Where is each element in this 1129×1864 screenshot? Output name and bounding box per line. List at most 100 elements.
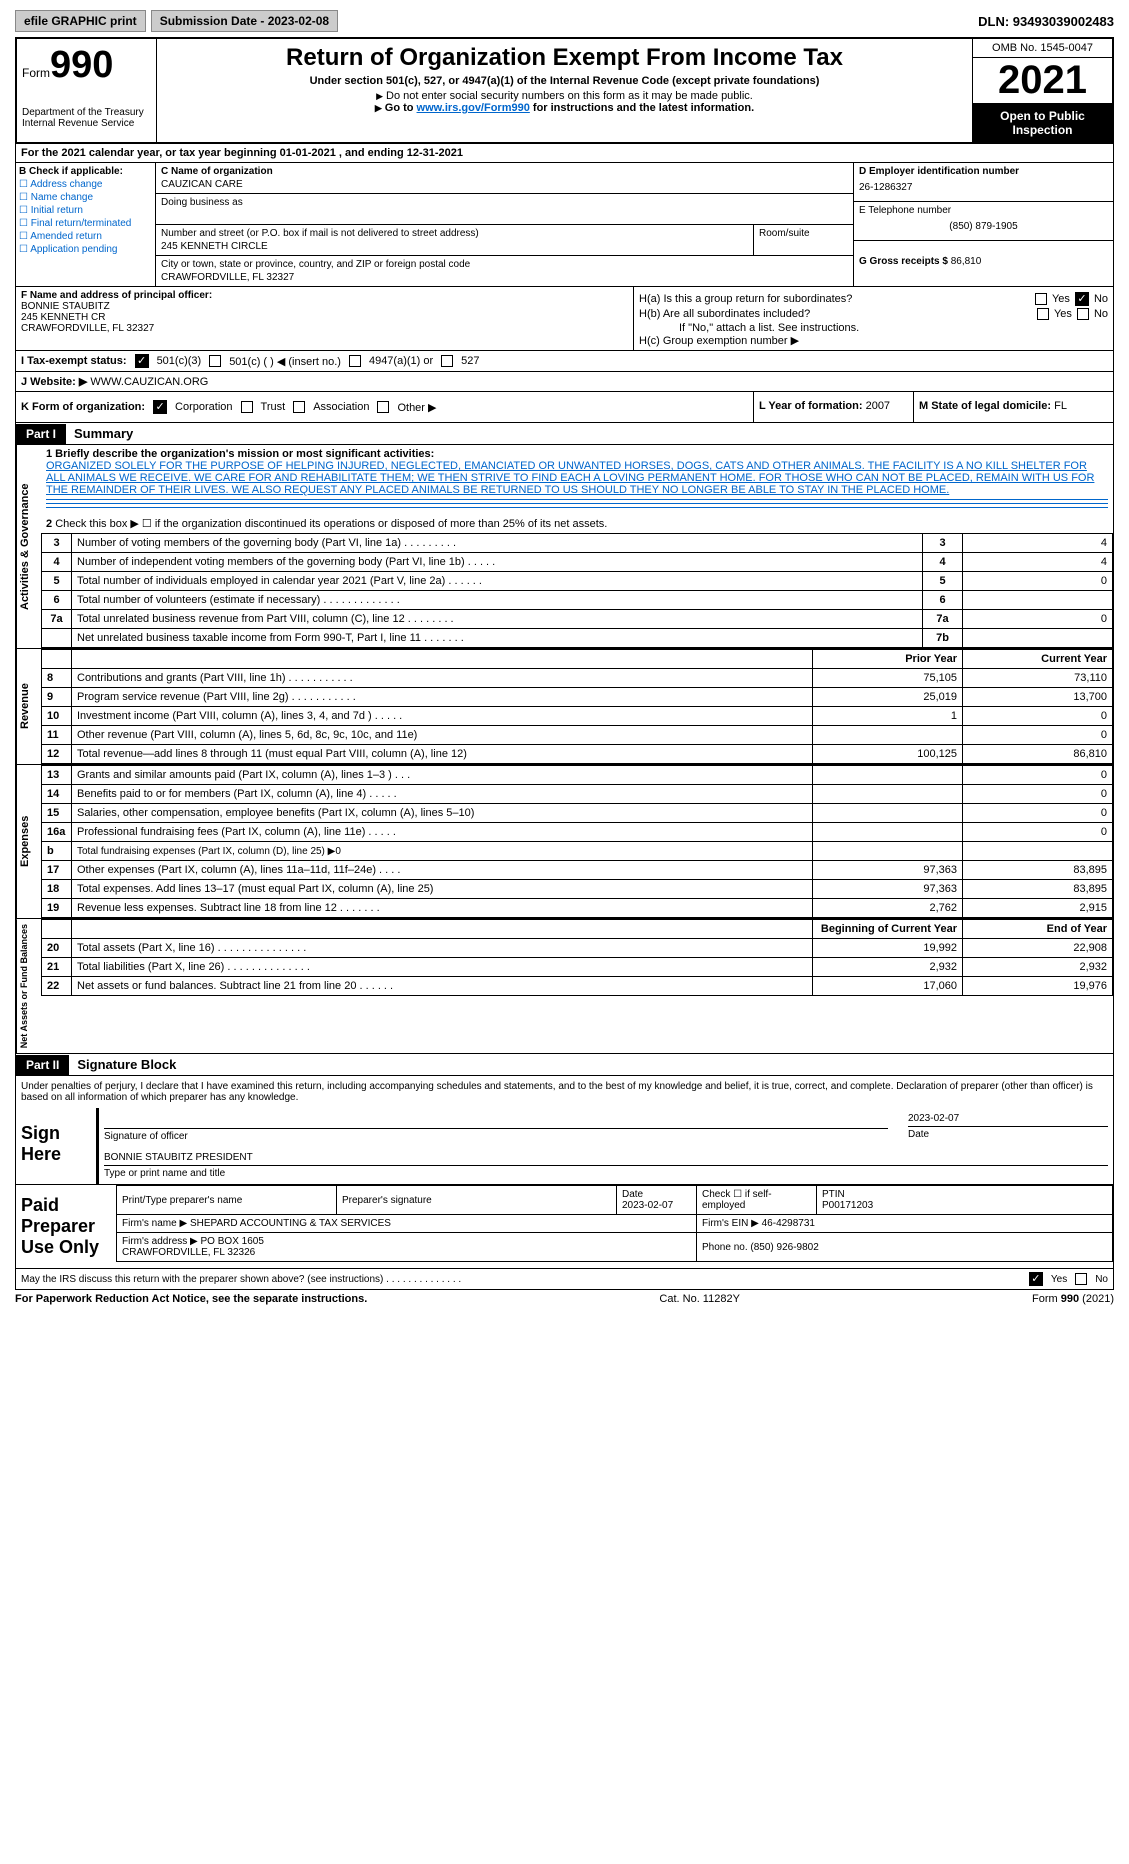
table-row: 3Number of voting members of the governi…	[42, 534, 1113, 553]
cb-trust[interactable]	[241, 401, 253, 413]
preparer-section: Paid Preparer Use Only Print/Type prepar…	[16, 1184, 1113, 1268]
header-middle: Return of Organization Exempt From Incom…	[157, 39, 972, 142]
discuss-question: May the IRS discuss this return with the…	[21, 1274, 1021, 1285]
header-right: OMB No. 1545-0047 2021 Open to Public In…	[972, 39, 1112, 142]
section-k-l-m: K Form of organization: ✓Corporation Tru…	[15, 392, 1114, 423]
period-row: For the 2021 calendar year, or tax year …	[15, 144, 1114, 163]
line2: Check this box ▶ ☐ if the organization d…	[55, 518, 607, 530]
table-row: 14Benefits paid to or for members (Part …	[42, 785, 1113, 804]
expenses-table: 13Grants and similar amounts paid (Part …	[41, 765, 1113, 918]
table-row: 17Other expenses (Part IX, column (A), l…	[42, 861, 1113, 880]
header-left: Form990 Department of the Treasury Inter…	[17, 39, 157, 142]
officer-name: BONNIE STAUBITZ	[21, 301, 628, 312]
cb-other[interactable]	[377, 401, 389, 413]
open-public-badge: Open to Public Inspection	[973, 104, 1112, 142]
table-row: 6Total number of volunteers (estimate if…	[42, 591, 1113, 610]
footer-left: For Paperwork Reduction Act Notice, see …	[15, 1293, 367, 1305]
section-i: I Tax-exempt status: ✓501(c)(3) 501(c) (…	[15, 351, 1114, 372]
table-row: 13Grants and similar amounts paid (Part …	[42, 766, 1113, 785]
preparer-table: Print/Type preparer's name Preparer's si…	[116, 1185, 1113, 1262]
cb-4947[interactable]	[349, 355, 361, 367]
sig-date-label: Date	[908, 1129, 1108, 1140]
vtab-governance: Activities & Governance	[16, 445, 41, 648]
table-row: 5Total number of individuals employed in…	[42, 572, 1113, 591]
cb-corp[interactable]: ✓	[153, 400, 167, 414]
cb-501c[interactable]	[209, 355, 221, 367]
ha-yes-cb[interactable]	[1035, 293, 1047, 305]
table-row: 10Investment income (Part VIII, column (…	[42, 707, 1113, 726]
ha-label: H(a) Is this a group return for subordin…	[639, 293, 1030, 305]
city-label: City or town, state or province, country…	[161, 259, 848, 270]
section-b-title: B Check if applicable:	[19, 166, 152, 177]
part1-title: Summary	[66, 423, 141, 444]
instruction-1: Do not enter social security numbers on …	[162, 90, 967, 102]
efile-button[interactable]: efile GRAPHIC print	[15, 10, 146, 32]
table-row: 4Number of independent voting members of…	[42, 553, 1113, 572]
cb-app-pending[interactable]: ☐ Application pending	[19, 244, 152, 255]
table-row: Net unrelated business taxable income fr…	[42, 629, 1113, 648]
tax-status-label: I Tax-exempt status:	[21, 355, 127, 367]
tax-year: 2021	[973, 58, 1112, 104]
table-row: 22Net assets or fund balances. Subtract …	[42, 977, 1113, 996]
sig-name: BONNIE STAUBITZ PRESIDENT	[104, 1152, 1108, 1163]
section-f-h: F Name and address of principal officer:…	[15, 287, 1114, 351]
street-label: Number and street (or P.O. box if mail i…	[161, 228, 748, 239]
cb-amended[interactable]: ☐ Amended return	[19, 231, 152, 242]
hb-no-cb[interactable]	[1077, 308, 1089, 320]
footer-right: Form 990 (2021)	[1032, 1293, 1114, 1305]
vtab-netassets: Net Assets or Fund Balances	[16, 919, 41, 1053]
street-value: 245 KENNETH CIRCLE	[161, 241, 748, 252]
officer-city: CRAWFORDVILLE, FL 32327	[21, 323, 628, 334]
hc-label: H(c) Group exemption number ▶	[639, 334, 1108, 347]
irs-link[interactable]: www.irs.gov/Form990	[417, 102, 530, 114]
table-row: 12Total revenue—add lines 8 through 11 (…	[42, 745, 1113, 764]
cb-final-return[interactable]: ☐ Final return/terminated	[19, 218, 152, 229]
netassets-table: Beginning of Current YearEnd of Year 20T…	[41, 919, 1113, 996]
department-label: Department of the Treasury Internal Reve…	[22, 107, 151, 129]
main-info-grid: B Check if applicable: ☐ Address change …	[15, 163, 1114, 287]
revenue-section: Revenue Prior YearCurrent Year 8Contribu…	[15, 649, 1114, 765]
omb-number: OMB No. 1545-0047	[973, 39, 1112, 58]
section-b: B Check if applicable: ☐ Address change …	[16, 163, 156, 286]
mission-label: 1 Briefly describe the organization's mi…	[46, 448, 1108, 460]
mission-text: ORGANIZED SOLELY FOR THE PURPOSE OF HELP…	[46, 460, 1108, 496]
discuss-no-cb[interactable]	[1075, 1273, 1087, 1285]
year-formation-value: 2007	[866, 400, 890, 412]
ein-label: D Employer identification number	[859, 166, 1108, 177]
form-header: Form990 Department of the Treasury Inter…	[15, 37, 1114, 144]
org-name-label: C Name of organization	[161, 166, 848, 177]
instruction-2: Go to www.irs.gov/Form990 for instructio…	[162, 102, 967, 114]
part1-header: Part I Summary	[15, 423, 1114, 445]
governance-table: 3Number of voting members of the governi…	[41, 533, 1113, 648]
cb-assoc[interactable]	[293, 401, 305, 413]
form-title: Return of Organization Exempt From Incom…	[162, 44, 967, 72]
cb-address-change[interactable]: ☐ Address change	[19, 179, 152, 190]
table-row: 21Total liabilities (Part X, line 26) . …	[42, 958, 1113, 977]
website-value: WWW.CAUZICAN.ORG	[90, 376, 208, 388]
domicile-value: FL	[1054, 400, 1067, 412]
vtab-revenue: Revenue	[16, 649, 41, 764]
room-label: Room/suite	[759, 228, 848, 239]
penalty-statement: Under penalties of perjury, I declare th…	[16, 1076, 1113, 1108]
city-value: CRAWFORDVILLE, FL 32327	[161, 272, 848, 283]
signature-block: Under penalties of perjury, I declare th…	[15, 1076, 1114, 1290]
preparer-label: Paid Preparer Use Only	[16, 1185, 116, 1268]
discuss-yes-cb[interactable]: ✓	[1029, 1272, 1043, 1286]
domicile-label: M State of legal domicile:	[919, 400, 1051, 412]
section-d-e-g: D Employer identification number 26-1286…	[853, 163, 1113, 286]
section-f: F Name and address of principal officer:…	[16, 287, 633, 350]
hb-note: If "No," attach a list. See instructions…	[639, 322, 1108, 334]
part1-num: Part I	[16, 424, 66, 444]
ha-no-cb[interactable]: ✓	[1075, 292, 1089, 306]
cb-501c3[interactable]: ✓	[135, 354, 149, 368]
cb-name-change[interactable]: ☐ Name change	[19, 192, 152, 203]
cb-initial-return[interactable]: ☐ Initial return	[19, 205, 152, 216]
cb-527[interactable]	[441, 355, 453, 367]
footer-mid: Cat. No. 11282Y	[659, 1293, 740, 1305]
officer-label: F Name and address of principal officer:	[21, 290, 628, 301]
form-prefix: Form	[22, 66, 50, 80]
dba-label: Doing business as	[161, 197, 848, 208]
sig-officer-label: Signature of officer	[104, 1131, 888, 1142]
hb-yes-cb[interactable]	[1037, 308, 1049, 320]
part2-title: Signature Block	[69, 1054, 184, 1075]
